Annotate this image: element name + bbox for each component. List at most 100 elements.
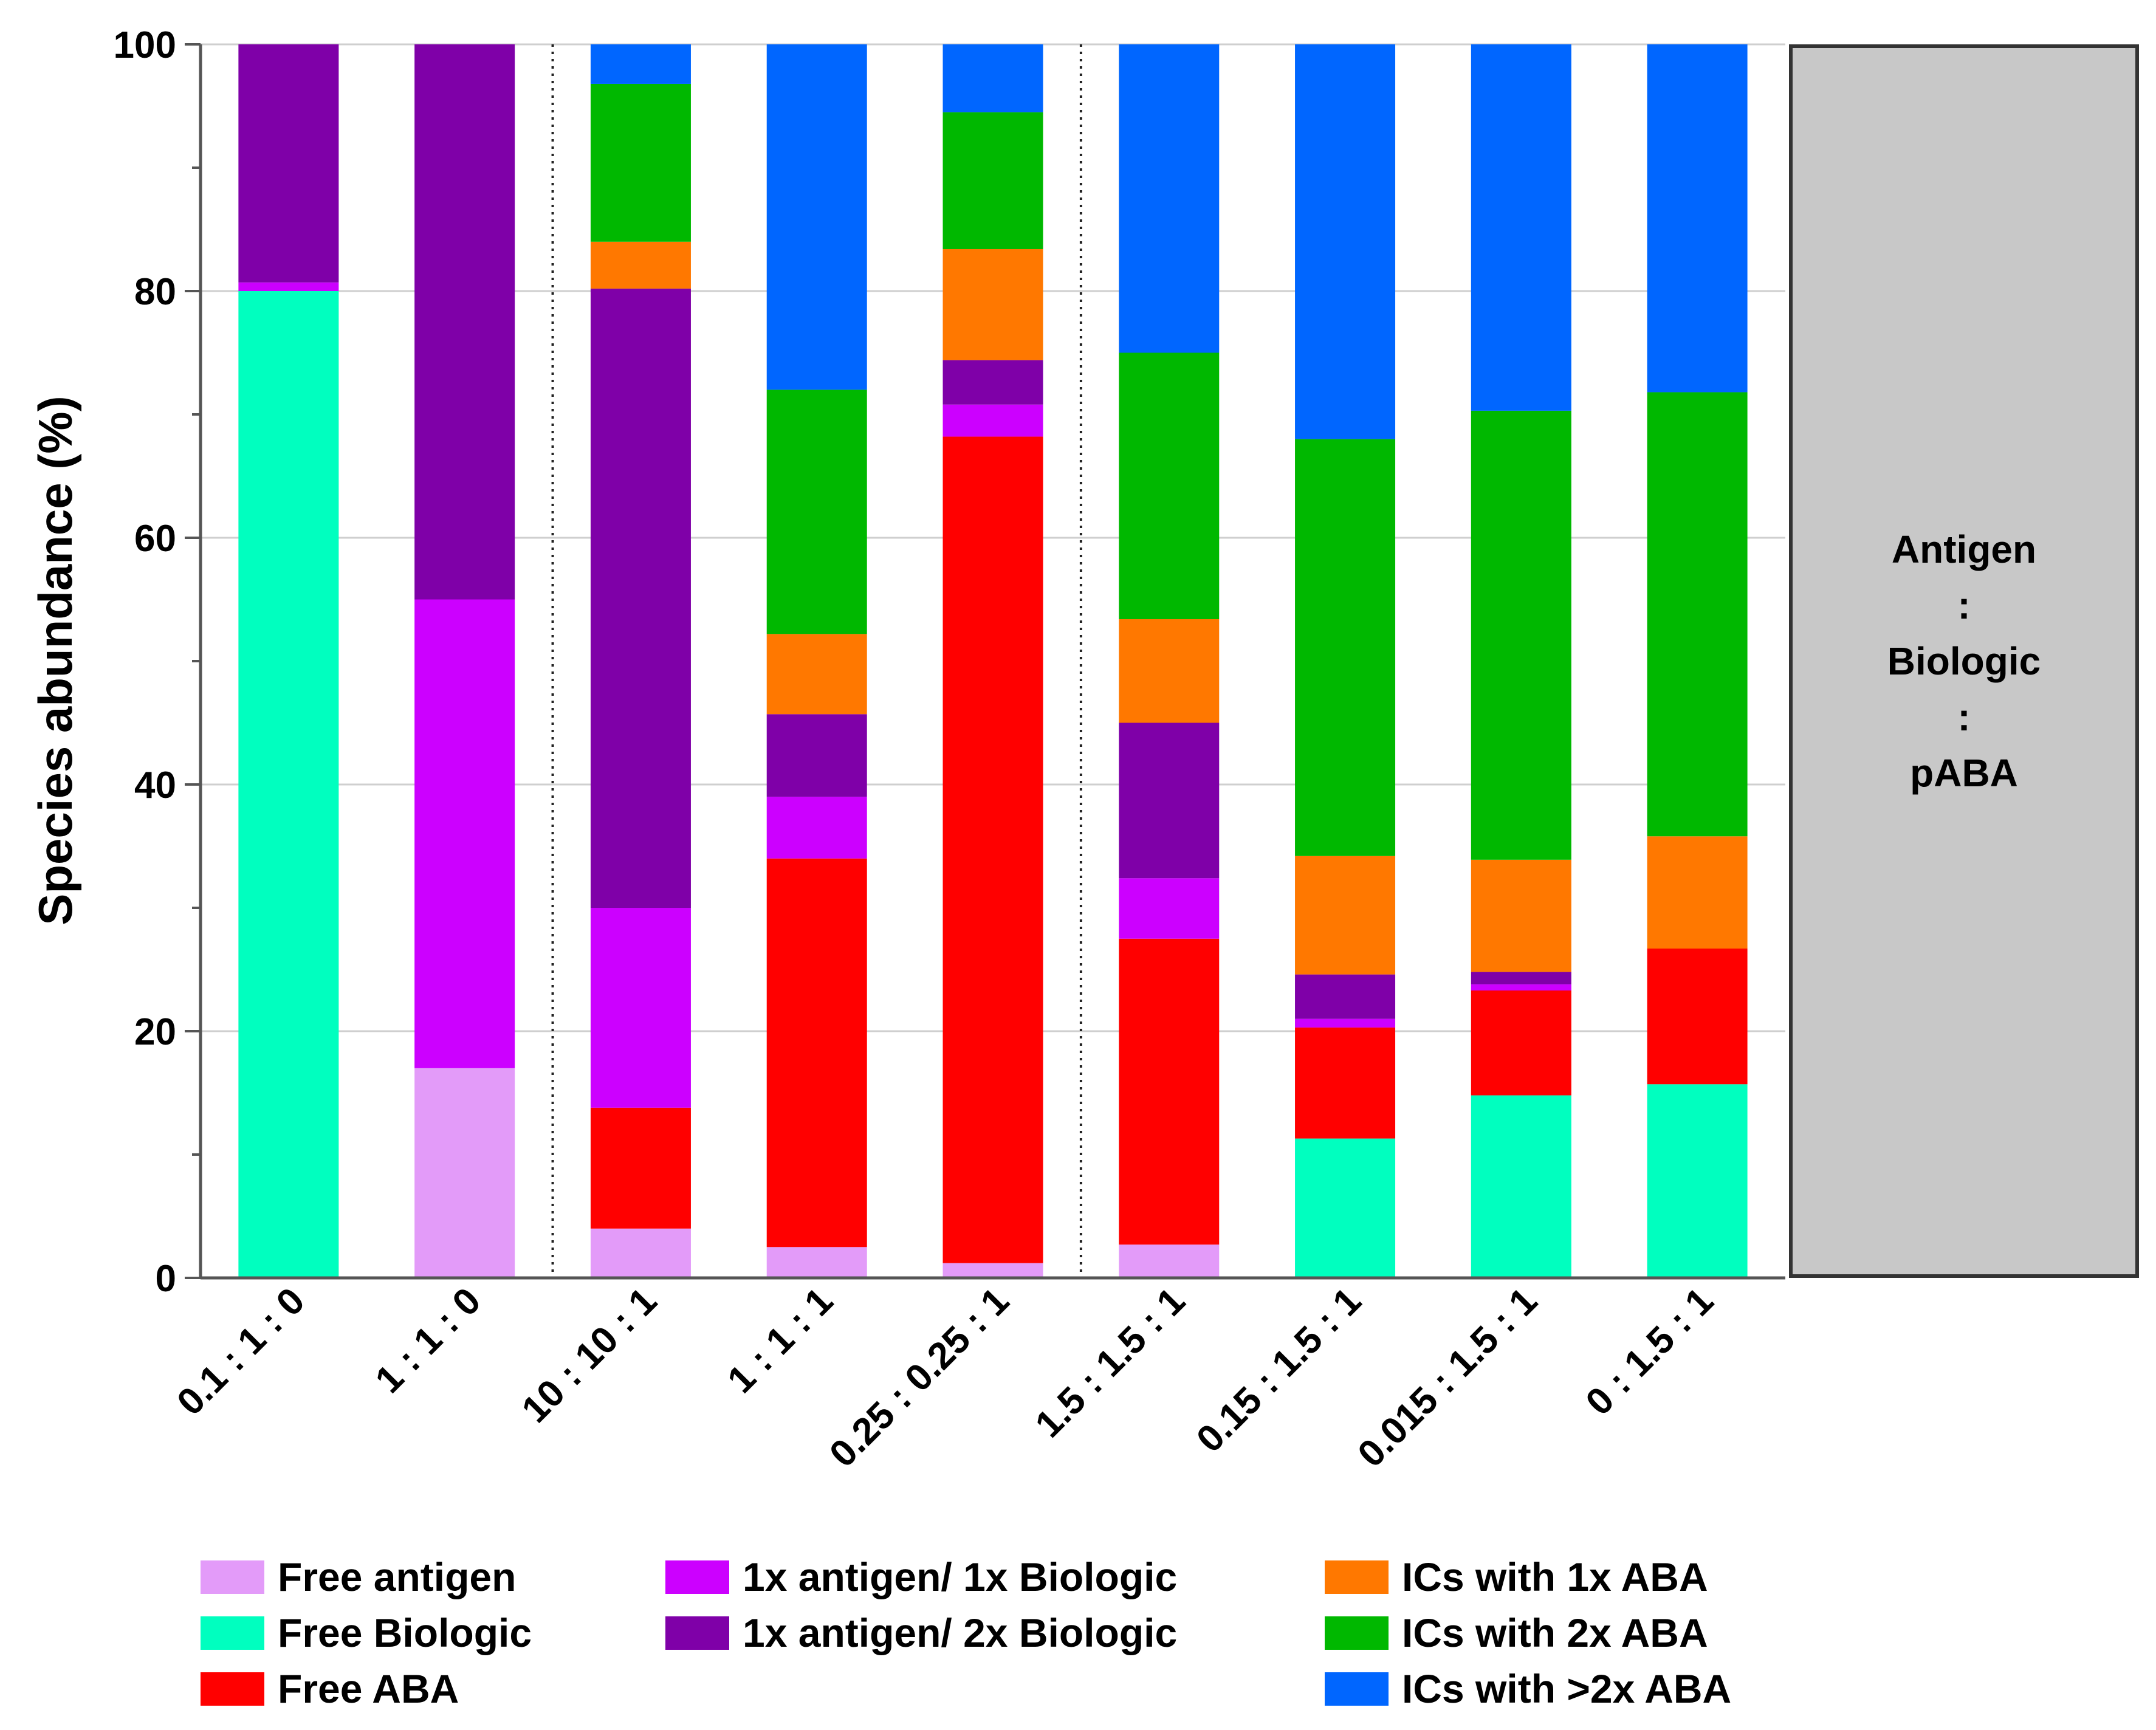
bar-segment-ics-with-2x-aba: [590, 44, 691, 84]
bar-segment-free-antigen: [942, 1263, 1043, 1278]
legend-swatch: [665, 1560, 729, 1594]
bar-segment-ics-with-2x-aba: [1647, 392, 1748, 837]
bar-segment-ics-with-1x-aba: [1647, 836, 1748, 949]
x-tick-label: 1.5 : 1.5 : 1: [1028, 1280, 1193, 1446]
legend-swatch: [1325, 1616, 1389, 1650]
bar-segment-ics-with-1x-aba: [1295, 856, 1396, 975]
y-tick-label: 60: [134, 518, 176, 560]
bar-segment-free-aba: [590, 1107, 691, 1229]
ratio-line-paba: pABA: [1910, 751, 2018, 795]
legend-label: 1x antigen/ 2x Biologic: [743, 1610, 1178, 1655]
bar-segment-ics-with-2x-aba: [766, 390, 867, 634]
legend-label: Free antigen: [278, 1554, 517, 1599]
bar-segment-1x-antigen-1x-biologic: [1119, 878, 1220, 939]
bar-segment-ics-with-1x-aba: [590, 241, 691, 289]
y-tick-label: 0: [156, 1258, 176, 1300]
bar-segment-ics-with-2x-aba: [942, 112, 1043, 249]
bar-segment-ics-with-2x-aba: [1295, 44, 1396, 439]
chart-legend: Free antigen Free Biologic Free ABA 1x anti…: [201, 1553, 2024, 1723]
bar-segment-1x-antigen-1x-biologic: [942, 404, 1043, 437]
bar-segment-1x-antigen-1x-biologic: [238, 282, 339, 291]
bar-segment-free-antigen: [766, 1247, 867, 1278]
bar-segment-ics-with-2x-aba: [1295, 439, 1396, 856]
legend-label: 1x antigen/ 1x Biologic: [743, 1554, 1178, 1599]
ratio-line-separator: :: [1957, 583, 1971, 627]
bar-segment-free-aba: [1119, 938, 1220, 1245]
legend-label: ICs with 2x ABA: [1402, 1610, 1708, 1655]
x-tick-label: 1 : 1 : 1: [719, 1280, 841, 1401]
legend-item: ICs with 2x ABA: [1325, 1608, 1708, 1657]
x-tick-label: 0.15 : 1.5 : 1: [1189, 1280, 1369, 1460]
legend-swatch: [201, 1560, 264, 1594]
legend-swatch: [1325, 1560, 1389, 1594]
legend-item: Free antigen: [201, 1553, 516, 1601]
bar-segment-ics-with-2x-aba: [942, 44, 1043, 112]
x-tick-label: 0.25 : 0.25 : 1: [822, 1280, 1017, 1475]
y-tick-label: 40: [134, 764, 176, 806]
x-tick-label: 0.015 : 1.5 : 1: [1350, 1280, 1545, 1475]
bar-segment-free-aba: [1471, 990, 1571, 1096]
bar-segment-ics-with-2x-aba: [1119, 352, 1220, 619]
bar-segment-free-aba: [1295, 1027, 1396, 1139]
bar-segment-ics-with-1x-aba: [766, 634, 867, 715]
bar-segment-1x-antigen-2x-biologic: [766, 714, 867, 797]
bar-segment-free-antigen: [414, 1068, 515, 1278]
bar-segment-1x-antigen-2x-biologic: [238, 44, 339, 283]
bar-segment-1x-antigen-1x-biologic: [590, 908, 691, 1108]
bar-segment-ics-with-2x-aba: [1647, 44, 1748, 393]
legend-label: ICs with 1x ABA: [1402, 1554, 1708, 1599]
bar-segment-free-biologic: [1471, 1095, 1571, 1278]
bar-segment-ics-with-1x-aba: [1119, 619, 1220, 723]
bar-segment-ics-with-2x-aba: [1119, 44, 1220, 353]
bar-segment-free-aba: [766, 858, 867, 1248]
y-tick-label: 20: [134, 1011, 176, 1053]
bar-segment-free-aba: [1647, 948, 1748, 1085]
ratio-line-antigen: Antigen: [1891, 527, 2037, 571]
legend-swatch: [1325, 1672, 1389, 1706]
bar-segment-1x-antigen-1x-biologic: [1295, 1018, 1396, 1028]
bar-segment-1x-antigen-2x-biologic: [942, 360, 1043, 405]
bar-segment-ics-with-1x-aba: [942, 249, 1043, 360]
bar-segment-1x-antigen-2x-biologic: [1295, 974, 1396, 1019]
bar-segment-ics-with-1x-aba: [1471, 859, 1571, 972]
bar-segment-1x-antigen-1x-biologic: [414, 599, 515, 1068]
x-tick-label: 0 : 1.5 : 1: [1578, 1280, 1722, 1423]
bar-segment-free-biologic: [1647, 1084, 1748, 1278]
legend-label: Free Biologic: [278, 1610, 532, 1655]
legend-label: Free ABA: [278, 1666, 459, 1711]
legend-item: ICs with 1x ABA: [1325, 1553, 1708, 1601]
x-tick-label: 10 : 10 : 1: [514, 1280, 665, 1431]
bar-segment-1x-antigen-2x-biologic: [590, 288, 691, 908]
ratio-line-biologic: Biologic: [1887, 639, 2041, 683]
legend-item: 1x antigen/ 2x Biologic: [665, 1608, 1177, 1657]
legend-swatch: [201, 1616, 264, 1650]
legend-item: Free ABA: [201, 1664, 459, 1713]
bar-segment-1x-antigen-1x-biologic: [766, 797, 867, 859]
bar-segment-free-aba: [942, 436, 1043, 1263]
y-axis-label: Species abundance (%): [29, 396, 82, 925]
bar-segment-free-biologic: [1295, 1138, 1396, 1278]
x-tick-label: 0.1 : 1 : 0: [169, 1280, 312, 1423]
ratio-line-separator: :: [1957, 695, 1971, 739]
bar-segment-1x-antigen-2x-biologic: [1471, 972, 1571, 984]
bar-segment-free-antigen: [590, 1228, 691, 1278]
bar-segment-ics-with-2x-aba: [590, 83, 691, 242]
legend-item: ICs with >2x ABA: [1325, 1664, 1731, 1713]
legend-swatch: [665, 1616, 729, 1650]
bar-segment-1x-antigen-2x-biologic: [414, 44, 515, 600]
legend-item: Free Biologic: [201, 1608, 532, 1657]
bar-segment-1x-antigen-2x-biologic: [1119, 723, 1220, 879]
ratio-legend-box: Antigen : Biologic : pABA: [1789, 44, 2139, 1278]
y-tick-label: 80: [134, 271, 176, 313]
legend-label: ICs with >2x ABA: [1402, 1666, 1732, 1711]
legend-item: 1x antigen/ 1x Biologic: [665, 1553, 1177, 1601]
bar-segment-free-antigen: [1119, 1244, 1220, 1278]
bar-segment-ics-with-2x-aba: [1471, 44, 1571, 411]
bar-segment-free-biologic: [238, 291, 339, 1278]
x-tick-label: 1 : 1 : 0: [368, 1280, 489, 1401]
y-tick-label: 100: [114, 24, 176, 66]
bar-segment-ics-with-2x-aba: [1471, 410, 1571, 860]
legend-swatch: [201, 1672, 264, 1706]
bar-segment-ics-with-2x-aba: [766, 44, 867, 390]
